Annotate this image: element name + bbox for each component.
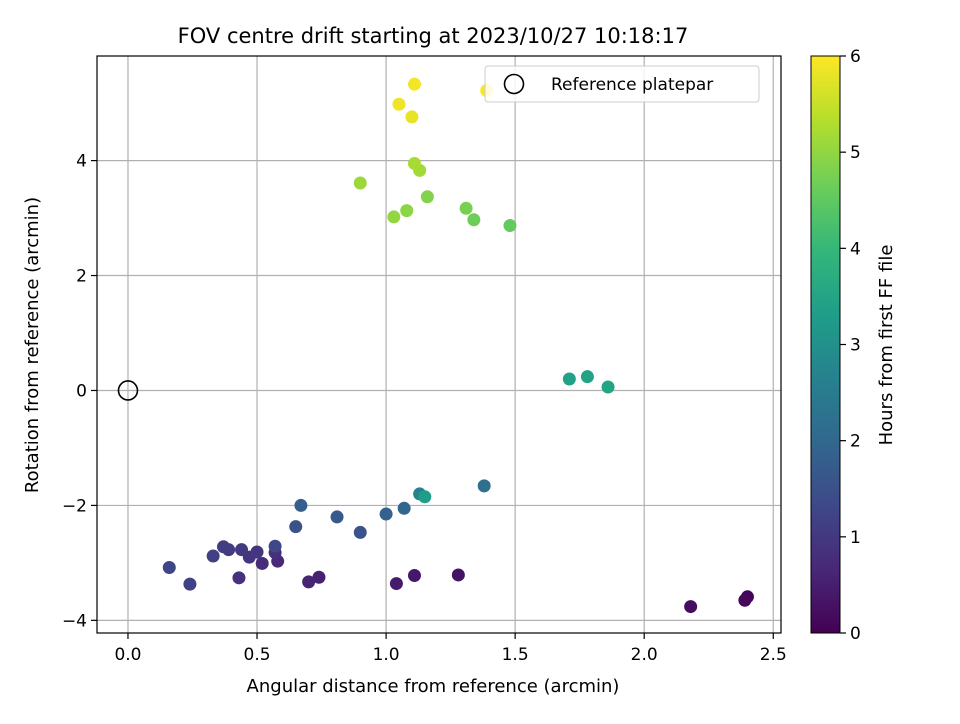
data-point bbox=[379, 507, 393, 521]
colorbar-tick-label: 0 bbox=[850, 624, 861, 644]
data-point bbox=[353, 525, 367, 539]
data-point bbox=[302, 575, 316, 589]
data-point bbox=[216, 540, 230, 554]
data-point bbox=[330, 510, 344, 524]
legend-box bbox=[484, 65, 760, 103]
data-point bbox=[162, 560, 176, 574]
x-tick-label: 2.0 bbox=[631, 645, 658, 665]
y-tick-label: 4 bbox=[76, 152, 87, 172]
data-point bbox=[353, 176, 367, 190]
data-point bbox=[407, 569, 421, 583]
colorbar-tick-label: 5 bbox=[850, 143, 861, 163]
y-tick-label: −4 bbox=[62, 611, 87, 631]
y-tick-label: 0 bbox=[76, 381, 87, 401]
colorbar: 0 1 2 3 4 5 6 Hours from first FF file bbox=[810, 47, 897, 644]
data-point bbox=[477, 479, 491, 493]
data-point bbox=[206, 549, 220, 563]
x-axis-ticks: 0.0 0.5 1.0 1.5 2.0 2.5 bbox=[114, 633, 787, 665]
data-point bbox=[580, 370, 594, 384]
grid-lines bbox=[97, 56, 781, 633]
data-point bbox=[232, 571, 246, 585]
legend: Reference platepar bbox=[484, 65, 760, 103]
data-point bbox=[503, 219, 517, 233]
data-point bbox=[418, 490, 432, 504]
data-point bbox=[738, 593, 752, 607]
colorbar-tick-label: 3 bbox=[850, 336, 861, 356]
colorbar-tick-label: 1 bbox=[850, 528, 861, 548]
data-point bbox=[407, 156, 421, 170]
x-tick-label: 1.0 bbox=[373, 645, 400, 665]
data-point bbox=[294, 498, 308, 512]
colorbar-tick-label: 6 bbox=[850, 47, 861, 67]
data-point bbox=[601, 380, 615, 394]
data-point bbox=[268, 539, 282, 553]
data-point bbox=[405, 110, 419, 124]
data-point bbox=[312, 570, 326, 584]
data-point bbox=[562, 372, 576, 386]
reference-platepar-marker bbox=[117, 380, 139, 401]
data-point bbox=[255, 556, 269, 570]
data-point bbox=[400, 204, 414, 218]
data-point bbox=[407, 77, 421, 91]
colorbar-tick-label: 2 bbox=[850, 432, 861, 452]
y-tick-label: −2 bbox=[62, 496, 87, 516]
chart-title: FOV centre drift starting at 2023/10/27 … bbox=[178, 24, 689, 48]
colorbar-label: Hours from first FF file bbox=[876, 245, 897, 446]
data-point bbox=[420, 190, 434, 204]
x-tick-label: 1.5 bbox=[502, 645, 529, 665]
data-point bbox=[459, 201, 473, 215]
data-point bbox=[235, 543, 249, 557]
x-tick-label: 0.5 bbox=[244, 645, 271, 665]
data-point bbox=[387, 210, 401, 224]
plot-frame bbox=[96, 55, 782, 634]
data-point bbox=[397, 501, 411, 515]
data-point bbox=[451, 568, 465, 582]
y-axis-ticks: −4 −2 0 2 4 bbox=[62, 152, 97, 631]
reference-marker-group bbox=[117, 380, 139, 401]
colorbar-tick-label: 4 bbox=[850, 239, 861, 259]
data-point bbox=[684, 600, 698, 614]
x-axis-label: Angular distance from reference (arcmin) bbox=[247, 676, 620, 697]
data-point bbox=[392, 97, 406, 111]
colorbar-ticks: 0 1 2 3 4 5 6 bbox=[840, 47, 861, 644]
colorbar-gradient bbox=[810, 55, 841, 634]
data-point bbox=[289, 520, 303, 534]
x-tick-label: 2.5 bbox=[760, 645, 787, 665]
data-point bbox=[183, 577, 197, 591]
legend-label: Reference platepar bbox=[551, 75, 713, 95]
data-point bbox=[389, 577, 403, 591]
x-tick-label: 0.0 bbox=[114, 645, 141, 665]
data-point bbox=[467, 213, 481, 227]
y-axis-label: Rotation from reference (arcmin) bbox=[22, 197, 43, 493]
legend-marker-open-circle bbox=[503, 73, 525, 95]
y-tick-label: 2 bbox=[76, 267, 87, 287]
data-point bbox=[250, 545, 264, 559]
data-points bbox=[162, 77, 754, 614]
